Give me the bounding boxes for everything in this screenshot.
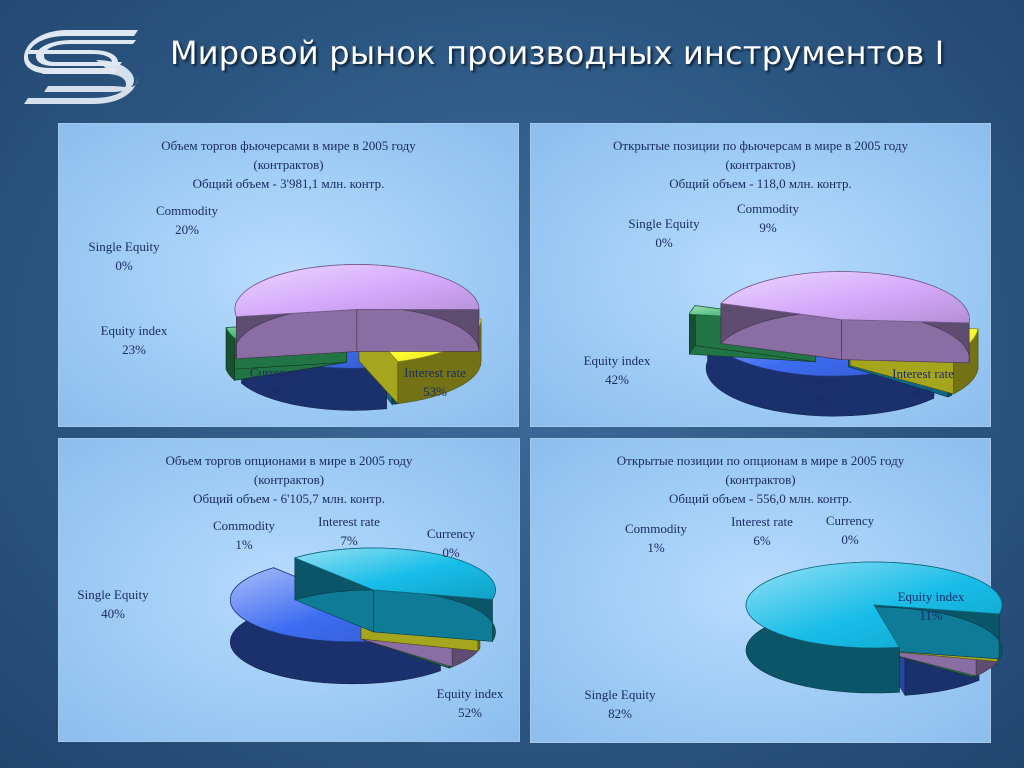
slice-label-equity-index: Equity index 23% xyxy=(101,321,168,359)
chart-title-line: Объем торгов фьючерсами в мире в 2005 го… xyxy=(161,138,416,153)
slice-name: Interest rate xyxy=(318,514,380,529)
slice-value: 7% xyxy=(340,533,358,548)
slice-name: Equity index xyxy=(436,686,504,701)
slice-label-equity-index: Equity index 52% xyxy=(437,684,504,722)
slice-label-interest-rate: Interest rate 7% xyxy=(318,512,380,550)
chart-title-line: Общий объем - 118,0 млн. контр. xyxy=(669,176,852,191)
chart-title-line: (контрактов) xyxy=(725,157,796,172)
chart-title-line: (контрактов) xyxy=(725,472,796,487)
slice-value: 0% xyxy=(655,235,673,250)
pie-slice-single-equity xyxy=(745,561,1003,694)
slice-value: 42% xyxy=(605,372,629,387)
slice-label-equity-index: Equity index 42% xyxy=(584,351,651,389)
page-title: Мировой рынок производных инструментов I xyxy=(170,34,945,72)
chart-title: Объем торгов фьючерсами в мире в 2005 го… xyxy=(59,136,518,193)
slice-name: Commodity xyxy=(155,203,219,218)
chart-title-line: (контрактов) xyxy=(253,472,325,487)
chart-title-line: Общий объем - 556,0 млн. контр. xyxy=(669,491,852,506)
chart-title-line: Объем торгов опционами в мире в 2005 год… xyxy=(165,453,413,468)
slice-name: Equity index xyxy=(583,353,651,368)
slice-label-interest-rate: Interest rate 53% xyxy=(404,363,466,401)
slice-label-single-equity: Single Equity 0% xyxy=(628,214,699,252)
company-logo xyxy=(24,30,138,104)
slice-label-commodity: Commodity 20% xyxy=(156,201,218,239)
slice-value: 53% xyxy=(423,384,447,399)
slice-name: Interest rate xyxy=(892,366,954,381)
slice-name: Equity index xyxy=(100,323,168,338)
futures-volume-panel: Объем торгов фьючерсами в мире в 2005 го… xyxy=(58,123,519,427)
slice-label-currency: Currency 3% xyxy=(797,372,845,410)
slice-name: Interest rate xyxy=(404,365,466,380)
slice-value: 0% xyxy=(115,258,133,273)
slice-value: 1% xyxy=(647,540,665,555)
slice-value: 82% xyxy=(608,706,632,721)
pie-chart xyxy=(745,561,1003,697)
futures-open-interest-panel: Открытые позиции по фьючерсам в мире в 2… xyxy=(530,123,991,427)
chart-title: Объем торгов опционами в мире в 2005 год… xyxy=(59,451,519,508)
slice-name: Single Equity xyxy=(584,687,656,702)
slice-name: Single Equity xyxy=(77,587,149,602)
pie-slice-interest-rate xyxy=(720,271,970,364)
slice-value: 6% xyxy=(753,533,771,548)
chart-title-line: Общий объем - 3'981,1 млн. контр. xyxy=(192,176,385,191)
pie-chart xyxy=(229,547,496,685)
slice-value: 0% xyxy=(442,545,460,560)
slice-value: 40% xyxy=(101,606,125,621)
slice-value: 52% xyxy=(458,705,482,720)
slice-value: 1% xyxy=(235,537,253,552)
options-volume-panel: Объем торгов опционами в мире в 2005 год… xyxy=(58,438,520,742)
slice-name: Single Equity xyxy=(628,216,700,231)
pie-chart xyxy=(225,264,482,411)
slice-label-single-equity: Single Equity 40% xyxy=(77,585,148,623)
slice-name: Commodity xyxy=(736,201,800,216)
slice-value: 4% xyxy=(265,384,283,399)
chart-title-line: (контрактов) xyxy=(253,157,324,172)
slice-value: 11% xyxy=(919,608,943,623)
pie-slice-interest-rate xyxy=(234,264,480,360)
slice-name: Single Equity xyxy=(88,239,160,254)
pie-chart xyxy=(688,271,979,417)
slice-label-interest-rate: Interest rate 6% xyxy=(731,512,793,550)
slice-value: 0% xyxy=(841,532,859,547)
slice-label-single-equity: Single Equity 0% xyxy=(88,237,159,275)
slice-value: 3% xyxy=(812,393,830,408)
slice-name: Currency xyxy=(426,526,476,541)
slice-name: Currency xyxy=(796,374,846,389)
slice-label-interest-rate: Interest rate 46% xyxy=(892,364,954,402)
pie-slice-single-equity xyxy=(293,547,496,643)
slice-name: Equity index xyxy=(897,589,965,604)
chart-title-line: Открытые позиции по опционам в мире в 20… xyxy=(616,453,905,468)
slice-label-single-equity: Single Equity 82% xyxy=(584,685,655,723)
slice-value: 20% xyxy=(175,222,199,237)
slice-label-commodity: Commodity 9% xyxy=(737,199,799,237)
slice-value: 23% xyxy=(122,342,146,357)
slice-label-currency: Currency 0% xyxy=(826,511,874,549)
slice-name: Commodity xyxy=(624,521,688,536)
slice-label-commodity: Commodity 1% xyxy=(213,516,275,554)
slice-label-commodity: Commodity 1% xyxy=(625,519,687,557)
slice-value: 9% xyxy=(759,220,777,235)
slice-label-currency: Currency 0% xyxy=(427,524,475,562)
chart-title-line: Общий объем - 6'105,7 млн. контр. xyxy=(193,491,385,506)
slice-label-currency: Currency 4% xyxy=(250,363,298,401)
chart-title: Открытые позиции по фьючерсам в мире в 2… xyxy=(531,136,990,193)
slice-name: Interest rate xyxy=(731,514,793,529)
slice-value: 46% xyxy=(911,385,935,400)
options-open-interest-panel: Открытые позиции по опционам в мире в 20… xyxy=(530,438,1003,743)
slice-name: Currency xyxy=(249,365,299,380)
chart-title: Открытые позиции по опционам в мире в 20… xyxy=(531,451,990,508)
slice-name: Currency xyxy=(825,513,875,528)
slice-label-equity-index: Equity index 11% xyxy=(898,587,965,625)
slice-name: Commodity xyxy=(212,518,276,533)
chart-title-line: Открытые позиции по фьючерсам в мире в 2… xyxy=(613,138,908,153)
